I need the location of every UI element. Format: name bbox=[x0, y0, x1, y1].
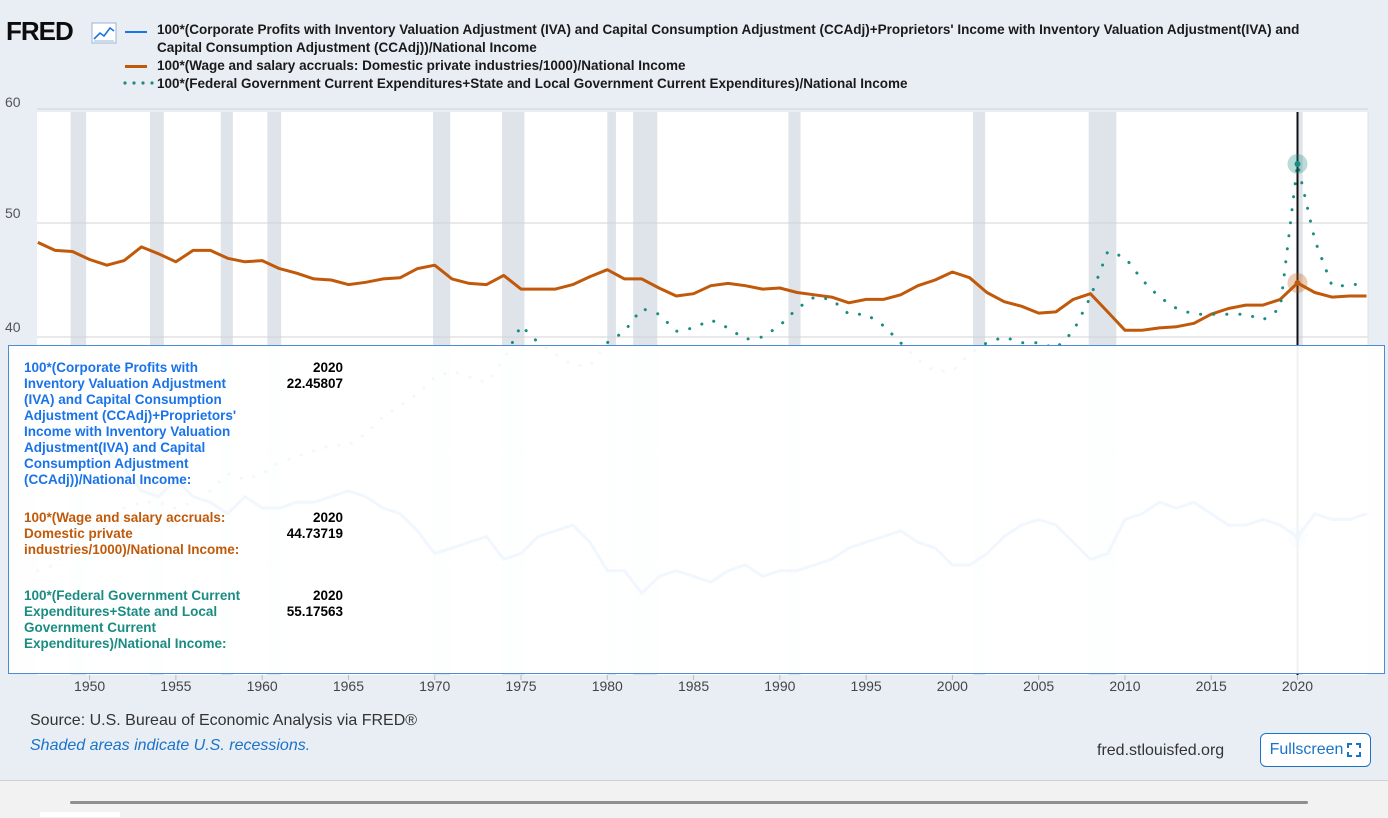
tooltip-series-1-value: 22.45807 bbox=[286, 376, 343, 391]
tooltip-series-3-label: 100*(Federal Government Current Expendit… bbox=[24, 588, 241, 651]
tooltip-series-3-year: 2020 bbox=[312, 588, 343, 603]
fred-logo: FRED bbox=[6, 16, 74, 46]
legend-swatch-series-3 bbox=[123, 81, 154, 85]
x-tick-label: 1950 bbox=[74, 678, 105, 694]
fullscreen-button[interactable]: Fullscreen bbox=[1260, 733, 1371, 767]
x-tick-label: 1990 bbox=[764, 678, 795, 694]
x-tick-label: 2005 bbox=[1023, 678, 1054, 694]
x-tick-label: 1965 bbox=[333, 678, 364, 694]
bottom-tab[interactable] bbox=[40, 812, 120, 817]
source-note: Source: U.S. Bureau of Economic Analysis… bbox=[30, 712, 418, 729]
x-tick-label: 1960 bbox=[247, 678, 278, 694]
bottom-toolbar bbox=[0, 780, 1388, 818]
tooltip-series-2-label: 100*(Wage and salary accruals: Domestic … bbox=[24, 510, 240, 557]
hover-marker bbox=[1294, 160, 1301, 167]
x-tick-label: 1980 bbox=[592, 678, 623, 694]
legend-label-series-1: 100*(Corporate Profits with Inventory Va… bbox=[157, 22, 1300, 37]
horizontal-scrollbar[interactable] bbox=[70, 801, 1308, 804]
legend-swatch-series-2 bbox=[125, 65, 147, 68]
legend-label-series-2: 100*(Wage and salary accruals: Domestic … bbox=[157, 58, 686, 73]
hover-marker bbox=[1294, 279, 1301, 286]
fullscreen-icon bbox=[1347, 743, 1362, 757]
tooltip-series-3-value: 55.17563 bbox=[286, 604, 343, 619]
x-tick-label: 2015 bbox=[1196, 678, 1227, 694]
recession-note: Shaded areas indicate U.S. recessions. bbox=[30, 737, 311, 754]
x-tick-label: 1955 bbox=[160, 678, 191, 694]
y-tick-label: 50 bbox=[5, 205, 21, 221]
y-tick-label: 60 bbox=[5, 94, 21, 110]
fred-url[interactable]: fred.stlouisfed.org bbox=[1097, 742, 1225, 759]
line-chart-icon bbox=[91, 22, 117, 44]
series-line-2 bbox=[37, 241, 1367, 332]
tooltip-series-1-label: 100*(Corporate Profits with Inventory Va… bbox=[24, 360, 237, 487]
tooltip-series-2-year: 2020 bbox=[312, 510, 343, 525]
x-tick-label: 2010 bbox=[1109, 678, 1140, 694]
x-tick-label: 1985 bbox=[678, 678, 709, 694]
chart-header: FRED 100*(Corporate Profits with Invento… bbox=[0, 0, 1388, 98]
fullscreen-label: Fullscreen bbox=[1269, 741, 1344, 758]
series-line-3 bbox=[36, 162, 1368, 573]
hover-tooltip: 100*(Corporate Profits with Inventory Va… bbox=[8, 345, 1385, 674]
x-tick-label: 1970 bbox=[419, 678, 450, 694]
x-tick-label: 2000 bbox=[937, 678, 968, 694]
x-tick-label: 1975 bbox=[505, 678, 536, 694]
tooltip-series-2-value: 44.73719 bbox=[286, 526, 343, 541]
legend-label-series-3: 100*(Federal Government Current Expendit… bbox=[157, 76, 908, 91]
legend-swatch-series-1 bbox=[125, 31, 147, 33]
tooltip-series-1-year: 2020 bbox=[312, 360, 343, 375]
legend-label-series-1-cont: Capital Consumption Adjustment (CCAdj))/… bbox=[157, 40, 537, 55]
y-tick-label: 40 bbox=[5, 319, 21, 335]
x-tick-label: 2020 bbox=[1282, 678, 1313, 694]
x-tick-label: 1995 bbox=[851, 678, 882, 694]
